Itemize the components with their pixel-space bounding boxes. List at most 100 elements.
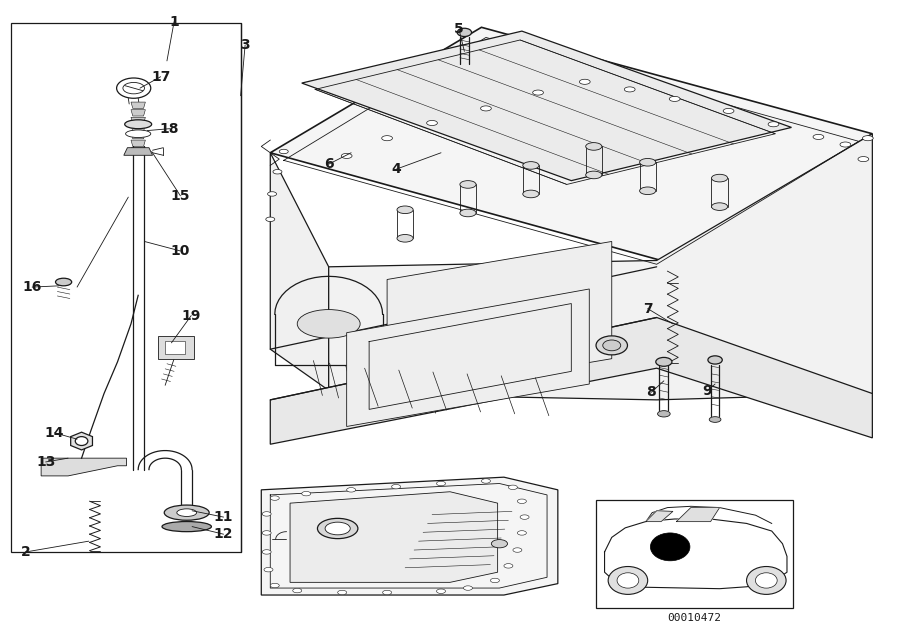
Ellipse shape xyxy=(126,130,151,138)
Ellipse shape xyxy=(56,278,72,286)
Ellipse shape xyxy=(840,142,850,147)
Polygon shape xyxy=(346,289,590,427)
Circle shape xyxy=(608,566,648,594)
Ellipse shape xyxy=(397,206,413,213)
Ellipse shape xyxy=(491,578,500,583)
Ellipse shape xyxy=(273,170,282,174)
Ellipse shape xyxy=(513,548,522,552)
Ellipse shape xyxy=(858,157,868,162)
Text: 16: 16 xyxy=(22,280,41,294)
Polygon shape xyxy=(165,341,184,354)
Text: 18: 18 xyxy=(160,122,179,136)
Ellipse shape xyxy=(279,149,288,154)
Circle shape xyxy=(755,573,778,588)
Ellipse shape xyxy=(176,509,196,516)
Ellipse shape xyxy=(518,531,526,535)
Ellipse shape xyxy=(508,485,518,490)
Ellipse shape xyxy=(712,174,728,182)
Text: 8: 8 xyxy=(646,385,656,399)
Polygon shape xyxy=(270,153,328,391)
Ellipse shape xyxy=(640,187,656,194)
Ellipse shape xyxy=(325,522,350,535)
Ellipse shape xyxy=(267,192,276,196)
Bar xyxy=(12,23,240,552)
Text: 3: 3 xyxy=(240,38,250,52)
Ellipse shape xyxy=(262,512,271,516)
Ellipse shape xyxy=(709,417,721,422)
Ellipse shape xyxy=(482,479,490,483)
Ellipse shape xyxy=(656,358,672,366)
Ellipse shape xyxy=(586,143,602,150)
Polygon shape xyxy=(270,27,872,260)
Ellipse shape xyxy=(460,180,476,188)
Polygon shape xyxy=(131,117,146,124)
Ellipse shape xyxy=(292,589,302,593)
Ellipse shape xyxy=(724,109,734,114)
Ellipse shape xyxy=(262,531,271,535)
Ellipse shape xyxy=(625,87,635,92)
Ellipse shape xyxy=(813,135,824,140)
Ellipse shape xyxy=(640,159,656,166)
Polygon shape xyxy=(290,491,498,582)
Polygon shape xyxy=(131,148,146,154)
Ellipse shape xyxy=(658,411,670,417)
Ellipse shape xyxy=(346,488,356,492)
Ellipse shape xyxy=(596,336,627,355)
Polygon shape xyxy=(261,477,558,595)
Polygon shape xyxy=(646,511,673,521)
Text: 14: 14 xyxy=(45,426,65,440)
Text: 5: 5 xyxy=(454,22,464,36)
Ellipse shape xyxy=(264,568,273,572)
Ellipse shape xyxy=(297,310,360,338)
Ellipse shape xyxy=(392,485,400,489)
Ellipse shape xyxy=(520,515,529,519)
Ellipse shape xyxy=(302,491,310,496)
Polygon shape xyxy=(124,148,153,156)
Polygon shape xyxy=(131,102,146,109)
Ellipse shape xyxy=(397,234,413,242)
Polygon shape xyxy=(270,318,872,444)
Ellipse shape xyxy=(427,121,437,126)
Text: 7: 7 xyxy=(643,302,652,316)
Text: 19: 19 xyxy=(182,309,201,323)
Polygon shape xyxy=(131,110,146,116)
Text: 4: 4 xyxy=(392,162,401,177)
Ellipse shape xyxy=(162,521,212,531)
Ellipse shape xyxy=(270,496,279,500)
Ellipse shape xyxy=(580,79,590,84)
Ellipse shape xyxy=(708,356,723,364)
Ellipse shape xyxy=(862,136,873,141)
Text: 1: 1 xyxy=(169,15,179,29)
Ellipse shape xyxy=(523,190,539,197)
Text: 10: 10 xyxy=(171,244,190,258)
Text: 00010472: 00010472 xyxy=(668,613,722,623)
Polygon shape xyxy=(677,507,720,521)
Ellipse shape xyxy=(670,97,680,102)
Ellipse shape xyxy=(464,586,472,591)
Ellipse shape xyxy=(460,209,476,217)
Ellipse shape xyxy=(518,499,526,504)
Text: 13: 13 xyxy=(36,455,55,469)
Text: 9: 9 xyxy=(702,384,712,398)
Polygon shape xyxy=(131,125,146,131)
Ellipse shape xyxy=(125,120,152,129)
Text: 15: 15 xyxy=(171,189,190,203)
Ellipse shape xyxy=(123,83,145,94)
Circle shape xyxy=(651,533,690,561)
Ellipse shape xyxy=(338,591,346,595)
Ellipse shape xyxy=(318,518,358,538)
Text: 17: 17 xyxy=(151,70,170,84)
Text: 6: 6 xyxy=(324,157,334,171)
Ellipse shape xyxy=(523,162,539,170)
Text: 2: 2 xyxy=(21,545,31,559)
Ellipse shape xyxy=(382,591,392,595)
Ellipse shape xyxy=(481,106,491,111)
Ellipse shape xyxy=(382,136,392,141)
Bar xyxy=(596,500,793,608)
Ellipse shape xyxy=(586,171,602,178)
Ellipse shape xyxy=(768,122,778,127)
Ellipse shape xyxy=(270,584,279,588)
Ellipse shape xyxy=(164,505,209,520)
Ellipse shape xyxy=(436,589,446,594)
Ellipse shape xyxy=(262,550,271,554)
